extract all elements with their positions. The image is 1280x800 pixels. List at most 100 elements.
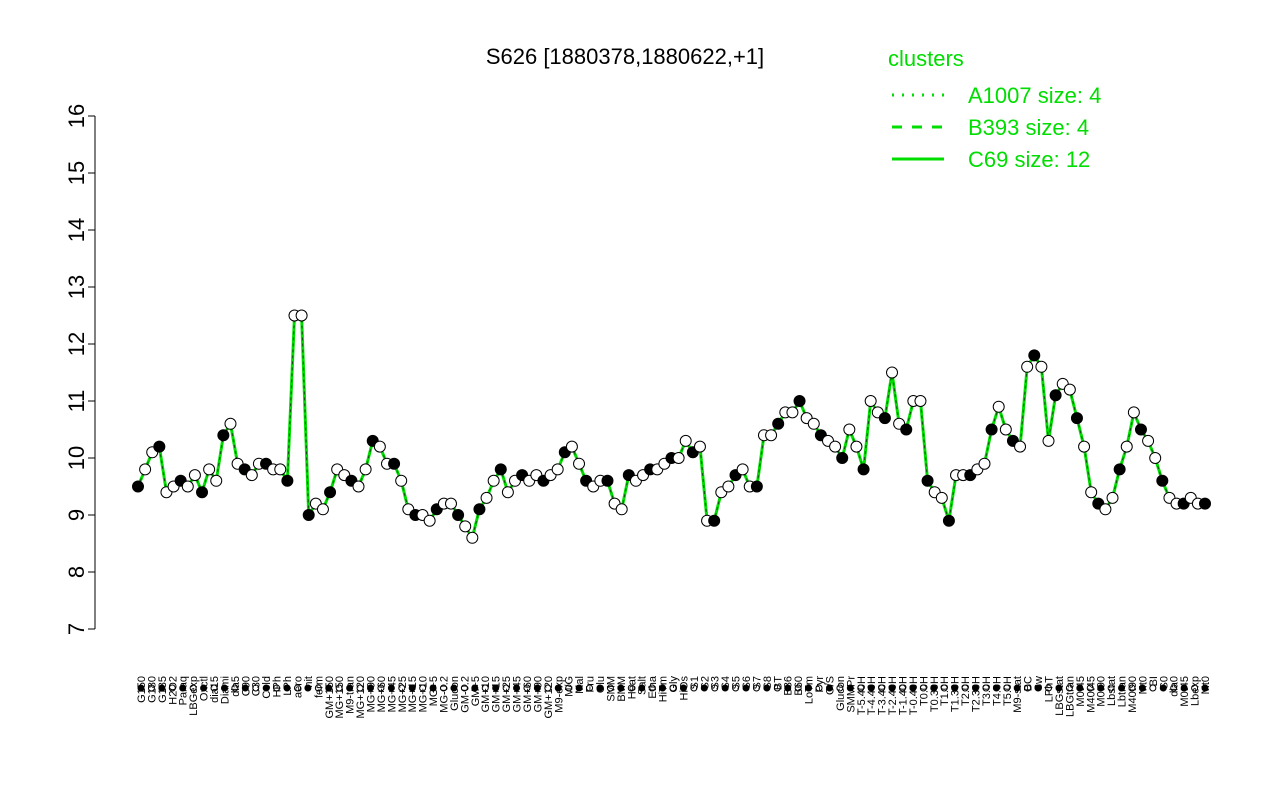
legend: clusters A1007 size: 4 B393 size: 4 C69 si…	[888, 46, 1101, 172]
data-point	[203, 463, 216, 476]
data-point	[736, 463, 749, 476]
x-tick-label: S7	[751, 676, 763, 689]
data-point	[914, 395, 927, 407]
data-point	[423, 514, 436, 527]
x-marker	[554, 684, 562, 692]
x-axis: G150G180G135H2O2ParaqLBGexpOxctldia15Dia…	[136, 675, 1212, 718]
x-marker	[252, 684, 260, 692]
legend-title: clusters	[888, 46, 964, 71]
x-marker	[992, 684, 1000, 692]
x-tick-label: GM+5	[470, 676, 482, 706]
x-tick-label: S3	[710, 676, 722, 689]
x-tick-label: Cold	[261, 676, 273, 699]
x-tick-label: BC	[1023, 676, 1035, 691]
x-tick-label: T-3.40H	[877, 676, 889, 715]
x-tick-label: Lbexp	[1190, 676, 1202, 706]
x-marker	[262, 684, 270, 692]
data-point	[750, 480, 763, 493]
x-marker	[1138, 684, 1146, 692]
data-point	[316, 503, 329, 516]
x-marker	[606, 684, 614, 692]
x-marker	[919, 684, 927, 692]
data-point	[942, 514, 955, 527]
x-marker	[210, 684, 218, 692]
x-marker	[575, 684, 583, 692]
data-point	[864, 395, 877, 407]
x-tick-label: Salt	[637, 676, 649, 695]
data-point	[388, 457, 401, 470]
data-point	[807, 417, 820, 430]
data-point	[1035, 360, 1048, 373]
data-point	[886, 366, 899, 379]
x-tick-label: Sw	[1033, 676, 1045, 691]
data-point	[480, 491, 493, 504]
x-tick-label: M0t45	[1075, 676, 1087, 707]
x-marker	[690, 684, 698, 692]
data-point	[181, 480, 194, 493]
x-marker	[898, 684, 906, 692]
x-tick-label: GM+15	[491, 676, 503, 712]
data-point	[921, 474, 934, 487]
x-marker	[815, 684, 823, 692]
x-tick-label: BT	[772, 676, 784, 690]
x-marker	[325, 684, 333, 692]
x-tick-label: T-5.40H	[856, 676, 868, 715]
x-tick-label: SMMPr	[845, 676, 857, 713]
x-tick-label: C30	[251, 676, 263, 696]
x-marker	[492, 684, 500, 692]
x-marker	[429, 684, 437, 692]
x-tick-label: T1.30H	[950, 676, 962, 712]
x-marker	[878, 684, 886, 692]
x-marker	[961, 684, 969, 692]
data-point	[615, 503, 628, 516]
data-point	[466, 531, 479, 544]
x-tick-label: T3.0H	[981, 676, 993, 706]
x-tick-label: MG+45	[386, 676, 398, 712]
x-marker	[366, 684, 374, 692]
x-tick-label: T2.0H	[960, 676, 972, 706]
x-tick-label: S8	[762, 676, 774, 689]
data-point	[693, 440, 706, 453]
data-point	[999, 423, 1012, 436]
data-point	[900, 423, 913, 436]
x-tick-label: GM+10	[480, 676, 492, 712]
x-marker	[825, 684, 833, 692]
data-point	[1042, 434, 1055, 447]
data-point	[935, 491, 948, 504]
data-point	[985, 423, 998, 436]
x-tick-label: SMM	[605, 676, 617, 702]
x-marker	[638, 684, 646, 692]
data-point	[302, 509, 315, 521]
x-marker	[1065, 684, 1073, 692]
x-marker	[398, 684, 406, 692]
data-point	[992, 400, 1005, 413]
data-point	[1063, 383, 1076, 396]
y-tick-label: 8	[64, 566, 89, 578]
x-marker	[1034, 684, 1042, 692]
data-point	[295, 309, 308, 322]
data-point	[1014, 440, 1027, 453]
series-line-c69	[136, 314, 1205, 540]
x-tick-label: MG+120	[355, 676, 367, 719]
data-point	[139, 463, 152, 476]
data-point	[978, 457, 991, 470]
x-tick-label: BMM	[616, 676, 628, 702]
x-tick-label: T-0.40H	[908, 676, 920, 715]
x-marker	[711, 684, 719, 692]
x-marker	[314, 684, 322, 692]
x-tick-label: M9-stat	[1012, 676, 1024, 713]
x-marker	[742, 684, 750, 692]
x-tick-label: H2O2	[167, 676, 179, 705]
x-marker	[888, 684, 896, 692]
data-point	[1021, 360, 1034, 373]
x-tick-label: LBGexp	[188, 676, 200, 716]
x-marker	[460, 684, 468, 692]
x-tick-label: S1	[689, 676, 701, 689]
x-marker	[377, 684, 385, 692]
x-tick-label: M40t45	[1085, 676, 1097, 713]
data-point	[352, 480, 365, 493]
x-marker	[596, 684, 604, 692]
x-marker	[669, 684, 677, 692]
x-tick-label: Fru	[585, 676, 597, 693]
x-marker	[387, 684, 395, 692]
